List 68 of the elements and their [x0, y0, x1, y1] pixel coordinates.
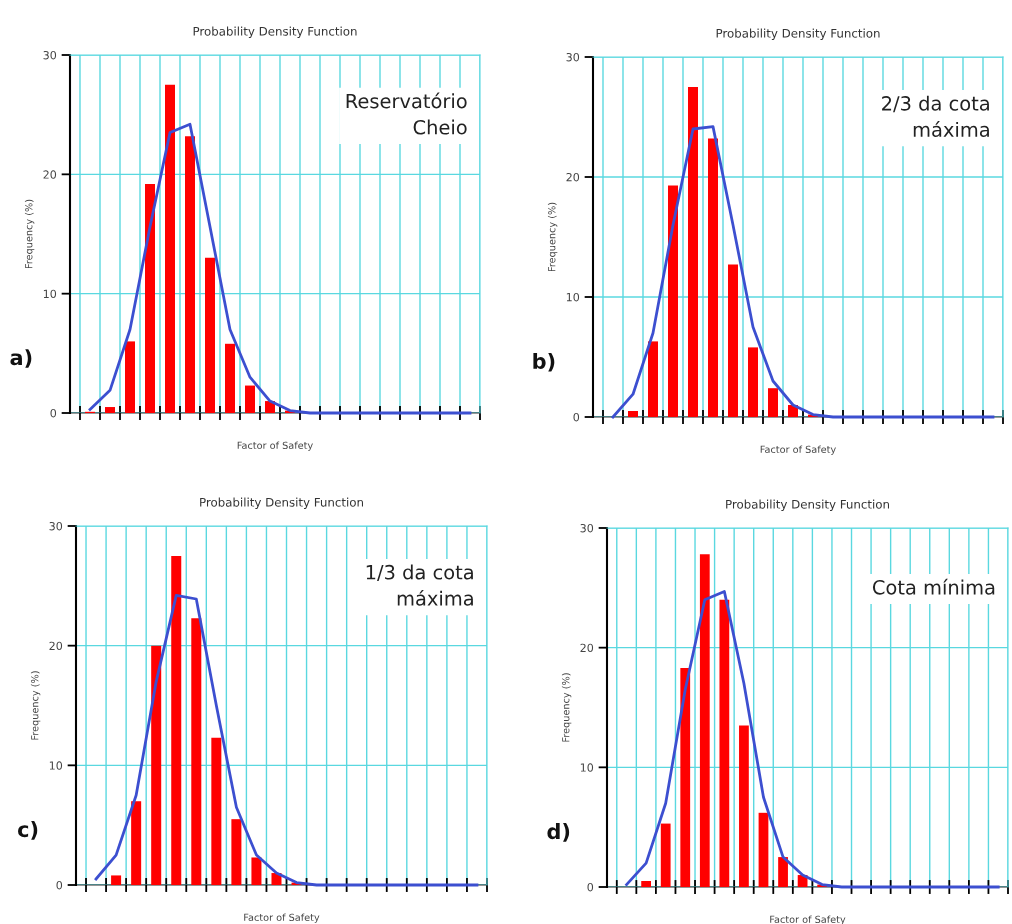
bar [758, 812, 769, 887]
y-tick-label: 30 [566, 52, 580, 62]
bar [748, 347, 758, 417]
bar [145, 183, 155, 413]
y-tick-label: 30 [580, 523, 594, 533]
bar [628, 411, 638, 417]
annotation: Cota mínima [872, 578, 995, 595]
x-axis-title: Factor of Safety [770, 915, 846, 924]
y-axis-title: Frequency (%) [547, 202, 558, 272]
y-tick-label: 10 [566, 292, 580, 302]
chart-title: Probability Density Function [726, 499, 889, 512]
y-tick-label: 10 [43, 289, 57, 299]
y-tick-label: 30 [49, 521, 63, 531]
bar [648, 341, 658, 417]
y-tick-label: 30 [43, 50, 57, 60]
bar [660, 823, 671, 887]
bar [185, 136, 195, 413]
bar [231, 819, 242, 885]
x-axis-title: Factor of Safety [244, 913, 320, 923]
annotation: 1/3 da cota máxima [366, 564, 473, 606]
bar [125, 341, 135, 413]
y-tick-label: 0 [573, 412, 580, 422]
bar [708, 138, 718, 417]
y-axis-title: Frequency (%) [24, 199, 35, 269]
text: d) [547, 823, 570, 842]
y-tick-label: 20 [580, 643, 594, 653]
bar [225, 343, 235, 413]
y-tick-label: 0 [587, 882, 594, 892]
bar [211, 737, 222, 885]
bar [680, 668, 691, 887]
y-tick-label: 10 [49, 761, 63, 770]
bar [699, 554, 710, 887]
y-tick-label: 20 [49, 641, 63, 651]
text: b) [533, 352, 555, 372]
bar [641, 881, 652, 887]
bar [111, 875, 122, 885]
bar [171, 555, 182, 885]
bar [151, 645, 162, 885]
bar [728, 264, 738, 417]
bar [245, 385, 255, 413]
bar [251, 857, 262, 885]
y-tick-label: 0 [56, 880, 63, 890]
bar [191, 618, 202, 885]
bar [205, 257, 215, 413]
y-tick-label: 0 [50, 408, 57, 418]
bar [719, 599, 730, 887]
y-axis-title: Frequency (%) [30, 671, 41, 740]
y-tick-label: 10 [580, 763, 594, 772]
bar [668, 185, 678, 417]
text: c) [18, 821, 38, 840]
text: a) [10, 349, 32, 368]
y-axis-title: Frequency (%) [561, 673, 572, 742]
y-tick-label: 20 [43, 170, 57, 179]
x-axis-title: Factor of Safety [237, 441, 313, 451]
chart-title: Probability Density Function [193, 26, 357, 39]
y-tick-label: 20 [566, 172, 580, 182]
annotation: Reservatório Cheio [346, 92, 467, 135]
bar [165, 84, 175, 413]
x-axis-title: Factor of Safety [760, 445, 836, 455]
bar [778, 857, 788, 887]
bar [739, 725, 749, 887]
bar [105, 407, 115, 413]
bar [131, 801, 142, 885]
bar [768, 388, 778, 417]
chart-title: Probability Density Function [200, 497, 363, 510]
chart-title: Probability Density Function [716, 28, 880, 41]
bar [688, 87, 698, 417]
annotation: 2/3 da cota máxima [882, 95, 989, 137]
